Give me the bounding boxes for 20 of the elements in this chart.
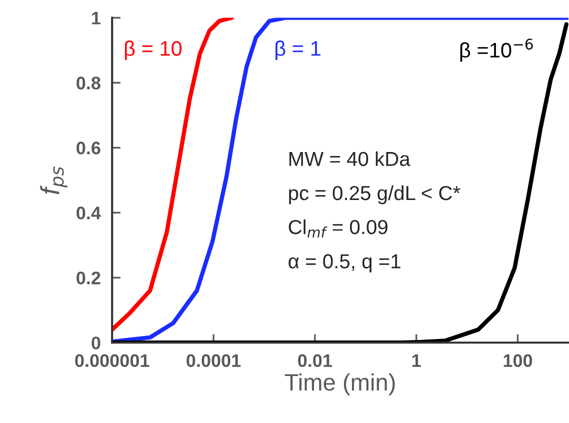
x-tick-label: 0.000001 bbox=[75, 354, 150, 368]
y-tick-label: 0.2 bbox=[76, 272, 100, 284]
y-tick-label: 0.4 bbox=[76, 206, 101, 220]
x-tick-label: 0.0001 bbox=[186, 354, 241, 368]
y-tick-label: 0.6 bbox=[76, 142, 100, 154]
x-tick-label: 1 bbox=[412, 354, 421, 367]
y-tick-label: 0 bbox=[92, 336, 100, 350]
series-label: β = 10 bbox=[124, 40, 182, 60]
annotation: Cl$_{mf}$ = 0.09 bbox=[288, 219, 388, 238]
annotation: MW = 40 kDa bbox=[289, 151, 410, 166]
series-label: β = 1 bbox=[276, 40, 320, 60]
annotation: pc = 0.25 g/dL < C* bbox=[289, 185, 460, 204]
y-tick-label: 1 bbox=[92, 12, 100, 24]
y-tick-label: 0.8 bbox=[76, 76, 100, 90]
y-axis-title: f$_{ps}$ bbox=[40, 166, 68, 194]
annotation: α = 0.5, q =1 bbox=[288, 254, 400, 272]
x-axis-title: Time (min) bbox=[284, 373, 395, 396]
x-tick-label: 100 bbox=[504, 354, 532, 368]
x-tick-label: 0.01 bbox=[298, 354, 332, 368]
series-label: β =10$^{−6}$ bbox=[460, 38, 533, 62]
